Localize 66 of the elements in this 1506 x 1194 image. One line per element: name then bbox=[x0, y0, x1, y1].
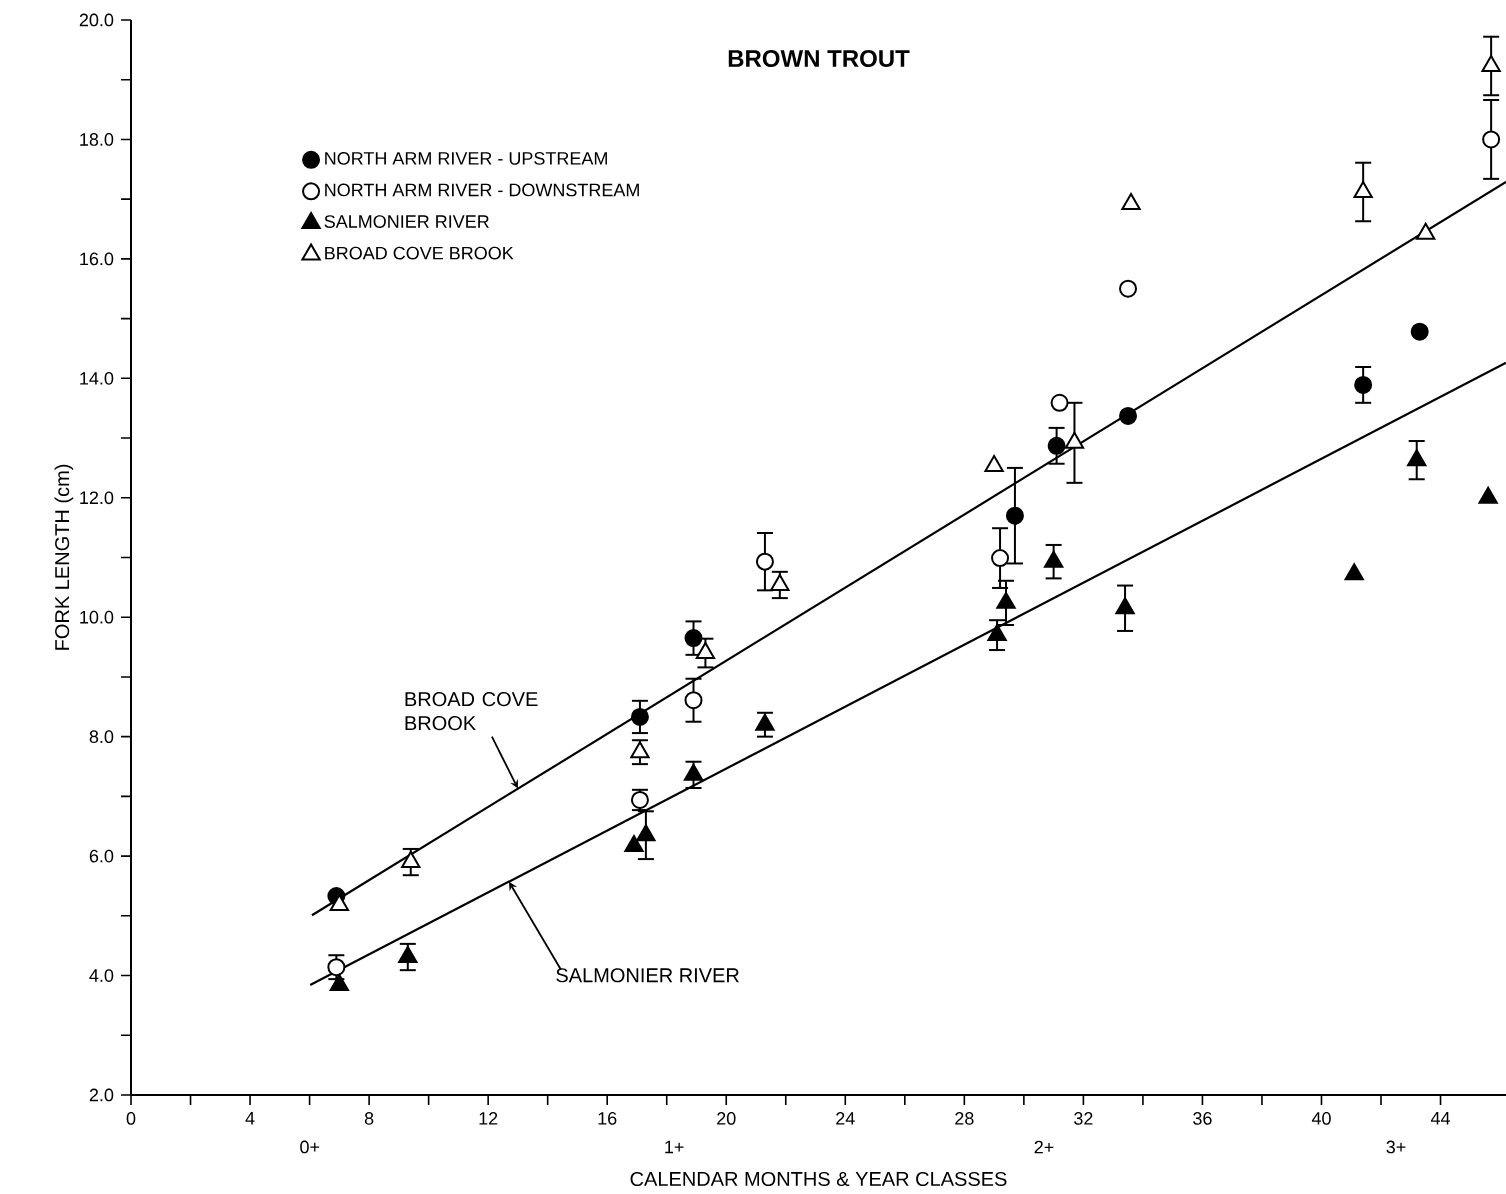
x-tick-label: 4 bbox=[245, 1112, 255, 1125]
x-tick-label: 40 bbox=[1311, 1112, 1331, 1125]
x-tick-label: 16 bbox=[598, 1112, 617, 1125]
x-tick-label: 20 bbox=[717, 1112, 736, 1125]
point bbox=[1050, 393, 1069, 412]
x-tick-label: 12 bbox=[479, 1112, 498, 1125]
point bbox=[329, 894, 349, 912]
point bbox=[1353, 180, 1373, 198]
point bbox=[636, 824, 656, 842]
y-tick-label: 8.0 bbox=[89, 730, 114, 744]
annotation: SALMONIER RIVER bbox=[556, 968, 739, 983]
x-tick-label: 28 bbox=[955, 1112, 974, 1125]
point bbox=[1119, 406, 1138, 425]
point bbox=[987, 624, 1007, 642]
point bbox=[1005, 506, 1024, 525]
x-tick-label: 24 bbox=[836, 1112, 855, 1125]
point bbox=[630, 741, 650, 759]
point bbox=[770, 573, 790, 591]
y-tick-label: 4.0 bbox=[89, 969, 114, 982]
legend-label: NORTH ARM RIVER - DOWNSTREAM bbox=[325, 183, 639, 197]
point bbox=[401, 851, 421, 869]
point bbox=[329, 974, 349, 992]
text: 0+ bbox=[300, 1140, 320, 1154]
y-tick-label: 12.0 bbox=[80, 491, 114, 505]
y-tick-label: 16.0 bbox=[80, 252, 114, 266]
point bbox=[1119, 279, 1138, 298]
y-tick-label: 18.0 bbox=[80, 133, 114, 146]
point bbox=[1344, 563, 1364, 581]
text: 3+ bbox=[1386, 1140, 1406, 1154]
y-tick-label: 14.0 bbox=[80, 371, 114, 385]
point bbox=[630, 707, 649, 726]
point bbox=[1354, 375, 1373, 394]
legend-label: NORTH ARM RIVER - UPSTREAM bbox=[325, 152, 607, 165]
point bbox=[695, 642, 716, 660]
point bbox=[624, 834, 644, 852]
point bbox=[1047, 436, 1066, 455]
legend-label: BROAD COVE BROOK bbox=[325, 246, 514, 260]
annotation: BROAD COVE BROOK bbox=[405, 692, 538, 731]
x-axis-title: CALENDAR MONTHS & YEAR CLASSES bbox=[630, 1171, 1007, 1187]
x-tick-label: 8 bbox=[364, 1112, 374, 1125]
y-tick-label: 10.0 bbox=[80, 610, 114, 624]
point bbox=[1115, 597, 1135, 615]
text: 1+ bbox=[665, 1140, 684, 1154]
text: 2+ bbox=[1034, 1140, 1054, 1154]
legend-label: SALMONIER RIVER bbox=[324, 215, 489, 228]
point bbox=[1415, 222, 1436, 240]
point bbox=[1043, 550, 1064, 568]
point bbox=[1410, 322, 1429, 341]
y-tick-label: 6.0 bbox=[89, 849, 114, 863]
point bbox=[755, 552, 774, 571]
y-axis-title: FORK LENGTH (cm) bbox=[54, 464, 74, 650]
point bbox=[1064, 431, 1085, 449]
point bbox=[1407, 449, 1427, 467]
x-tick-label: 44 bbox=[1430, 1112, 1450, 1125]
text: BROWN TROUT bbox=[728, 50, 910, 67]
point bbox=[996, 591, 1016, 609]
point bbox=[1121, 192, 1141, 210]
point bbox=[984, 455, 1004, 473]
x-tick-label: 32 bbox=[1074, 1112, 1093, 1125]
y-tick-label: 20.0 bbox=[79, 13, 114, 27]
x-tick-label: 36 bbox=[1193, 1112, 1212, 1125]
y-tick-label: 2.0 bbox=[89, 1088, 114, 1102]
point bbox=[398, 946, 418, 964]
point bbox=[683, 763, 704, 781]
x-tick-label: 0 bbox=[126, 1112, 136, 1125]
point bbox=[755, 713, 775, 731]
